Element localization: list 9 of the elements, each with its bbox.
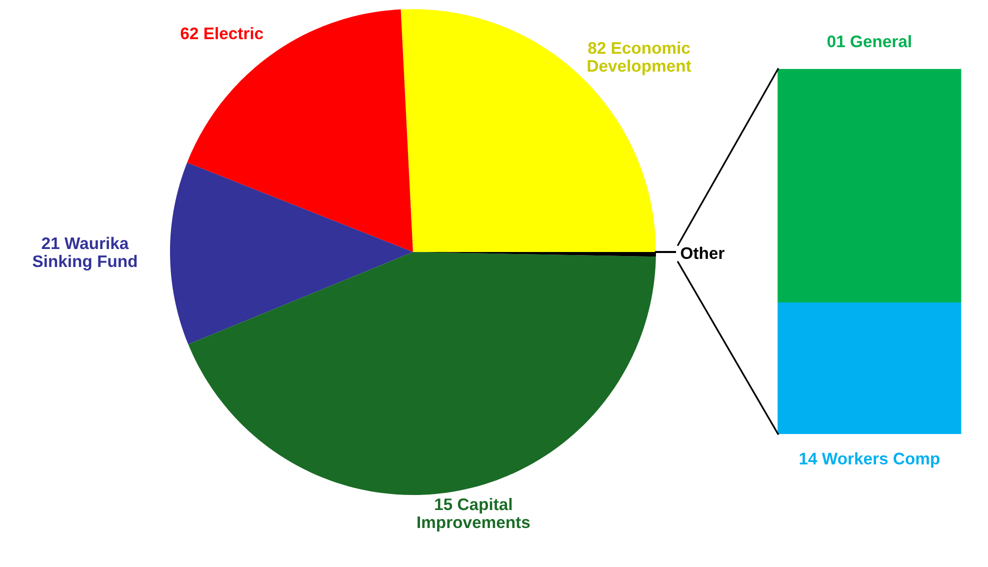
pie-slice — [170, 162, 413, 344]
pie-slice — [188, 252, 656, 495]
slice-label: 82 Economic Development — [588, 42, 692, 76]
slice-label: Other — [680, 246, 724, 260]
slice-label: 15 Capital Improvements — [418, 498, 530, 532]
slice-label: 62 Electric — [180, 27, 264, 40]
slice-label: 21 Waurika Sinking Fund — [32, 236, 137, 270]
series-label: 01 General — [827, 35, 911, 48]
series-label: 14 Workers Comp — [800, 452, 940, 468]
